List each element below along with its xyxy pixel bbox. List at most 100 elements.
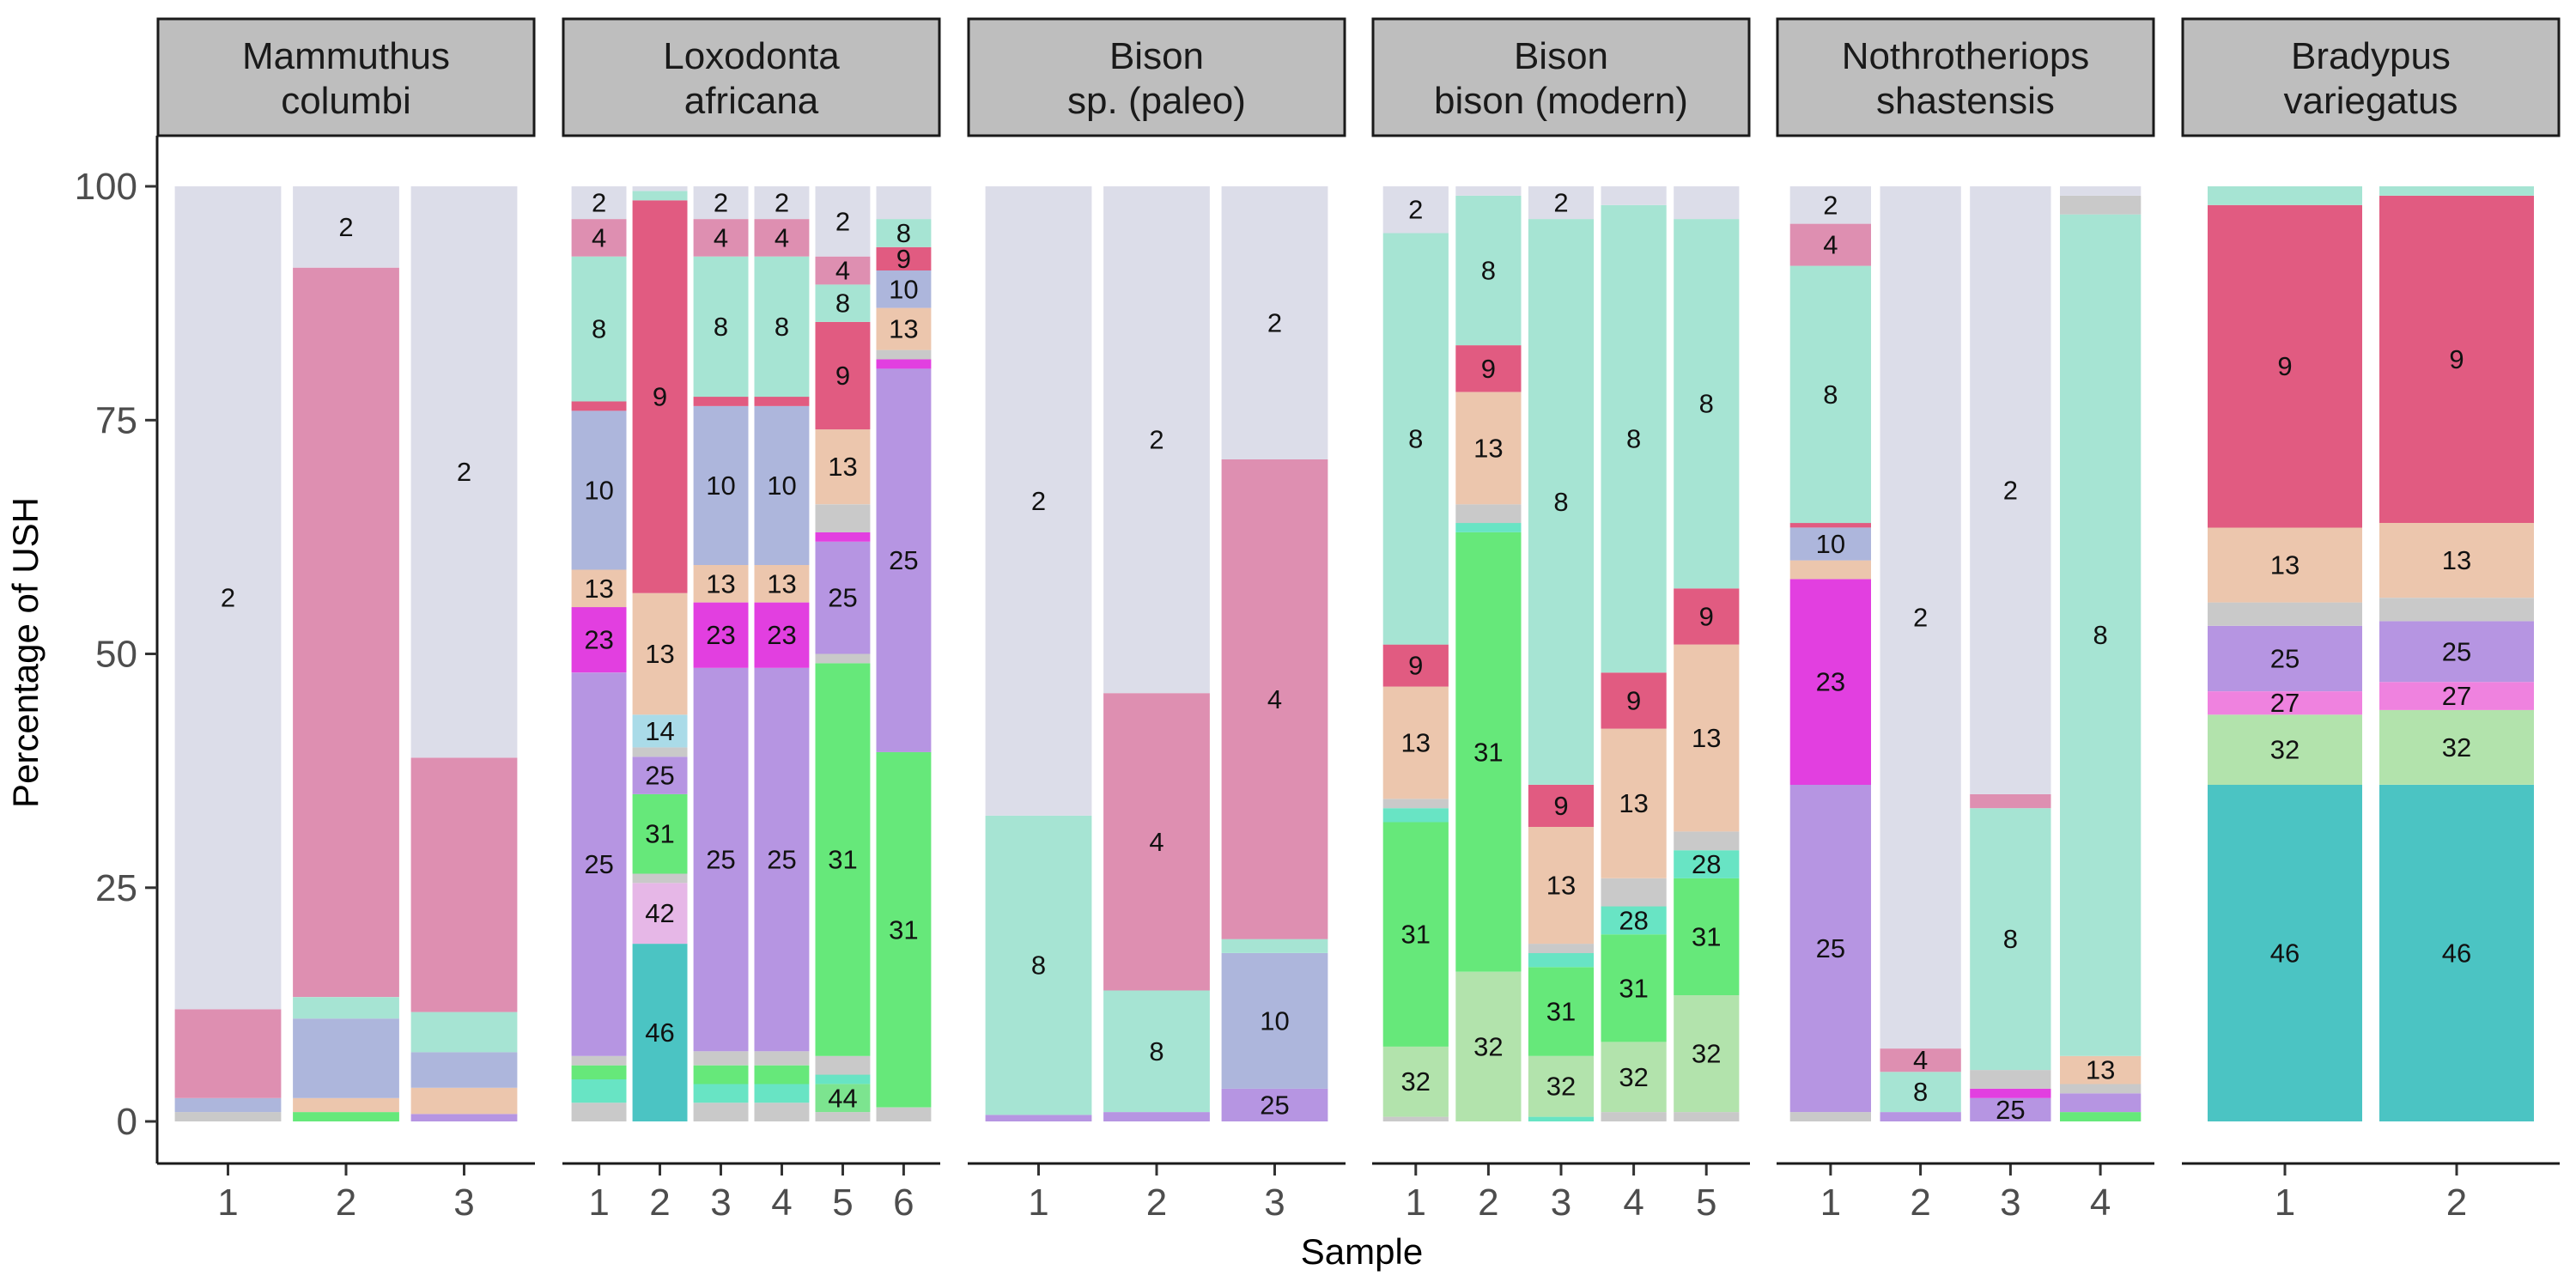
segment-label: 2 — [775, 188, 789, 218]
strip-header-loxodonta-africana — [562, 17, 941, 137]
bar-segment-8 — [2208, 186, 2362, 205]
segment-label: 10 — [767, 471, 796, 501]
bar-segment-28 — [754, 1084, 810, 1103]
segment-label: 46 — [2442, 939, 2471, 969]
bar-segment-31 — [815, 663, 871, 1056]
bar-segment-32 — [1455, 971, 1522, 1121]
segment-label: 25 — [2442, 636, 2471, 666]
bar-segment-8 — [693, 256, 749, 398]
y-tick-label: 25 — [95, 867, 137, 909]
bar-segment-13 — [1382, 686, 1449, 799]
bar-segment-13 — [1674, 644, 1740, 832]
x-tick-label: 5 — [1696, 1182, 1716, 1224]
segment-label: 9 — [835, 361, 850, 391]
segment-label: 13 — [584, 574, 613, 604]
segment-label: 8 — [1913, 1077, 1928, 1107]
segment-label: 2 — [1913, 603, 1928, 633]
strip-title-line: columbi — [281, 80, 411, 122]
bar-segment-32 — [1382, 1046, 1449, 1117]
bar-segment-other — [2060, 1084, 2142, 1094]
segment-label: 4 — [1149, 827, 1163, 857]
bar-segment-2 — [1674, 186, 1740, 220]
bar-segment-2 — [693, 186, 749, 220]
segment-label: 32 — [1619, 1062, 1648, 1092]
segment-label: 10 — [1260, 1005, 1289, 1036]
segment-label: 4 — [1267, 684, 1282, 714]
bar-segment-14 — [632, 714, 688, 748]
segment-label: 23 — [767, 620, 796, 650]
segment-label: 13 — [828, 452, 857, 482]
x-tick-label: 2 — [1478, 1182, 1498, 1224]
bar-sample-3: 32 31 13 9 8 2 — [1528, 186, 1595, 1121]
bar-segment-46 — [632, 944, 688, 1121]
bar-sample-3: 2 — [410, 186, 518, 1121]
bar-segment-2 — [1221, 186, 1328, 459]
bar-segment-31 — [876, 751, 932, 1108]
bar-segment-other — [632, 747, 688, 757]
bar-segment-31 — [1601, 934, 1667, 1042]
bar-segment-8 — [293, 997, 399, 1019]
segment-label: 8 — [1823, 380, 1838, 410]
segment-label: 4 — [835, 256, 850, 286]
segment-label: 14 — [645, 716, 674, 746]
x-tick-label: 6 — [893, 1182, 914, 1224]
segment-label: 2 — [835, 206, 850, 236]
x-tick-label: 2 — [1910, 1182, 1930, 1224]
x-tick-label: 2 — [336, 1182, 356, 1224]
x-tick-label: 3 — [453, 1182, 474, 1224]
bar-segment-13 — [754, 565, 810, 603]
bar-segment-23 — [1970, 1088, 2051, 1098]
bar-sample-5: 44 31 25 13 9 84 2 — [815, 186, 871, 1121]
segment-label: 13 — [2442, 545, 2471, 575]
segment-label: 8 — [714, 312, 728, 342]
segment-label: 4 — [714, 222, 728, 252]
x-tick-label: 1 — [2275, 1182, 2295, 1224]
bar-sample-2: 84 2 — [1880, 186, 1961, 1121]
strip-title-line: variegatus — [2283, 80, 2458, 122]
segment-label: 27 — [2442, 681, 2471, 711]
bar-segment-31 — [1382, 822, 1449, 1047]
strip-title-line: Mammuthus — [242, 35, 450, 77]
segment-label: 25 — [1996, 1095, 2025, 1125]
segment-label: 31 — [645, 819, 674, 849]
bar-segment-other — [754, 1051, 810, 1066]
bar-segment-25 — [985, 1115, 1092, 1121]
segment-label: 8 — [835, 289, 850, 319]
bar-segment-10 — [876, 270, 932, 308]
bar-sample-3: 25 23 13 10 8 4 2 — [693, 186, 749, 1121]
bar-segment-32 — [1674, 995, 1740, 1113]
segment-label: 2 — [592, 188, 606, 218]
bar-segment-8 — [985, 815, 1092, 1115]
bar-segment-10 — [1789, 527, 1871, 561]
bar-segment-25 — [1789, 785, 1871, 1113]
segment-label: 9 — [1481, 354, 1496, 384]
bar-segment-8 — [1970, 808, 2051, 1071]
bar-segment-28 — [1455, 523, 1522, 532]
bar-segment-23 — [571, 607, 627, 673]
bar-segment-32 — [1601, 1042, 1667, 1113]
bar-segment-25 — [571, 672, 627, 1056]
bar-segment-2 — [632, 186, 688, 191]
bar-segment-9 — [815, 321, 871, 430]
bar-segment-25 — [693, 667, 749, 1052]
bar-segment-25 — [2060, 1093, 2142, 1113]
bar-sample-3: 25 10 4 2 — [1221, 186, 1328, 1121]
bar-segment-8 — [1601, 204, 1667, 673]
bar-segment-other — [1970, 1070, 2051, 1089]
y-axis-title: Percentage of USH — [5, 497, 46, 808]
bar-segment-13 — [1601, 728, 1667, 878]
bar-segment-10 — [754, 405, 810, 565]
segment-label: 32 — [2270, 735, 2300, 765]
bar-segment-9 — [632, 200, 688, 593]
strip-title-line: africana — [684, 80, 819, 122]
segment-label: 9 — [2277, 351, 2292, 381]
segment-label: 9 — [1408, 651, 1423, 681]
segment-label: 32 — [1473, 1031, 1503, 1061]
strip-header-bison-bison-modern — [1371, 17, 1751, 137]
bar-segment-46 — [2379, 785, 2534, 1121]
x-tick-label: 2 — [2446, 1182, 2467, 1224]
segment-label: 8 — [2093, 620, 2107, 650]
segment-label: 4 — [592, 222, 606, 252]
